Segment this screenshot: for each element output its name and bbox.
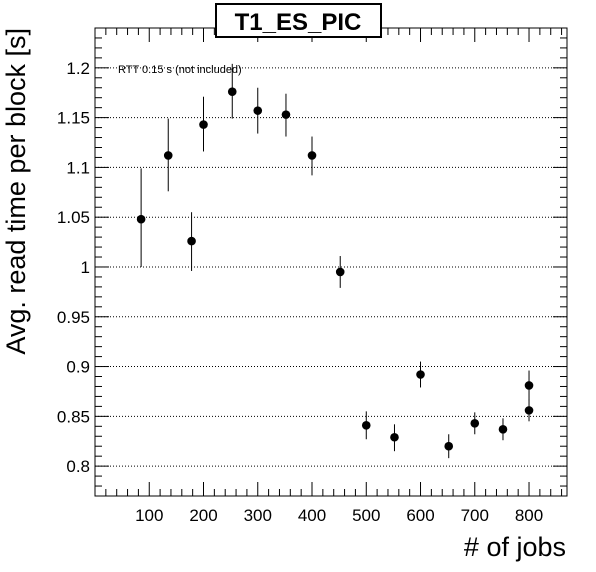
y-tick-label: 0.85 bbox=[57, 407, 90, 426]
x-tick-label: 800 bbox=[515, 506, 543, 525]
data-point bbox=[416, 370, 425, 379]
data-point bbox=[524, 406, 534, 415]
annotation-text: RTT 0.15 s (not included) bbox=[118, 64, 242, 76]
data-point bbox=[187, 236, 196, 246]
y-tick-label: 1.05 bbox=[57, 208, 90, 227]
data-point bbox=[470, 419, 480, 428]
y-tick-label: 0.95 bbox=[57, 308, 90, 327]
data-point bbox=[199, 120, 208, 129]
title-box bbox=[215, 3, 382, 38]
data-point bbox=[361, 421, 371, 430]
data-point bbox=[390, 432, 399, 442]
x-tick-label: 300 bbox=[244, 506, 272, 525]
x-axis-label: # of jobs bbox=[464, 532, 566, 562]
data-point bbox=[281, 110, 291, 119]
x-tick-label: 600 bbox=[406, 506, 434, 525]
data-point bbox=[444, 441, 454, 451]
x-tick-label: 500 bbox=[352, 506, 380, 525]
y-tick-label: 0.9 bbox=[66, 358, 90, 377]
x-tick-label: 100 bbox=[135, 506, 163, 525]
tick-labels: 0.8 0.85 0.9 0.95 1 1.05 1.1 1.15 1.2 100 200 300 40… bbox=[57, 59, 543, 525]
grid bbox=[95, 67, 567, 467]
y-tick-label: 1.15 bbox=[57, 109, 90, 128]
data-point bbox=[163, 151, 173, 160]
x-tick-label: 700 bbox=[461, 506, 489, 525]
y-axis-label: Avg. read time per block [s] bbox=[1, 28, 31, 355]
chart-title: T1_ES_PIC bbox=[235, 9, 362, 36]
data-point bbox=[524, 381, 534, 390]
x-tick-label: 400 bbox=[298, 506, 326, 525]
y-tick-label: 1.2 bbox=[66, 59, 90, 78]
data-point bbox=[253, 106, 263, 115]
data-point bbox=[335, 267, 345, 277]
data-point bbox=[498, 424, 508, 434]
data-points bbox=[136, 63, 534, 459]
x-tick-label: 200 bbox=[189, 506, 217, 525]
y-tick-label: 1.1 bbox=[66, 158, 90, 177]
y-tick-label: 0.8 bbox=[66, 457, 90, 476]
data-point bbox=[227, 87, 237, 97]
data-point bbox=[307, 151, 317, 160]
y-tick-label: 1 bbox=[81, 258, 90, 277]
data-point bbox=[136, 214, 146, 224]
